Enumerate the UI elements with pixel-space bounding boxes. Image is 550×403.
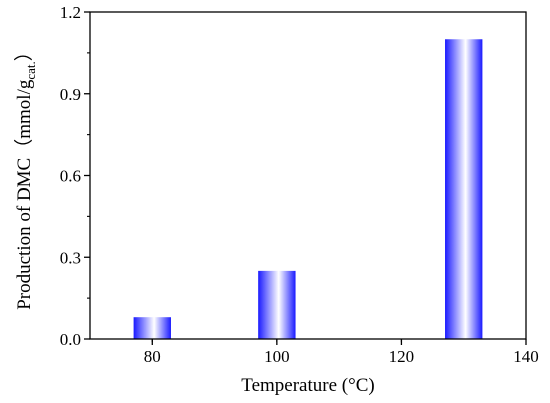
- bar-130: [445, 39, 483, 339]
- y-tick-label-0.3: 0.3: [60, 248, 81, 267]
- y-tick-label-1.2: 1.2: [60, 3, 81, 22]
- x-tick-label-140: 140: [513, 347, 539, 366]
- y-axis-title-subscript: cat.: [23, 61, 38, 79]
- bars-group: [133, 39, 483, 339]
- y-tick-label-0.0: 0.0: [60, 330, 81, 349]
- x-axis-title: Temperature (°C): [241, 375, 374, 396]
- y-axis-title-main: Production of DMC（mmol/g: [13, 79, 35, 310]
- bar-80: [133, 317, 171, 339]
- x-tick-label-120: 120: [389, 347, 415, 366]
- y-axis-title-close: ）: [13, 42, 35, 61]
- ticks-group: 80 100 120 140 0.0 0.3 0.6 0.9 1.2: [60, 3, 539, 366]
- x-tick-label-80: 80: [144, 347, 161, 366]
- y-axis-title: Production of DMC（mmol/gcat.）: [13, 42, 38, 310]
- y-tick-label-0.6: 0.6: [60, 167, 81, 186]
- x-tick-label-100: 100: [264, 347, 290, 366]
- bar-100: [258, 270, 296, 339]
- y-tick-label-0.9: 0.9: [60, 85, 81, 104]
